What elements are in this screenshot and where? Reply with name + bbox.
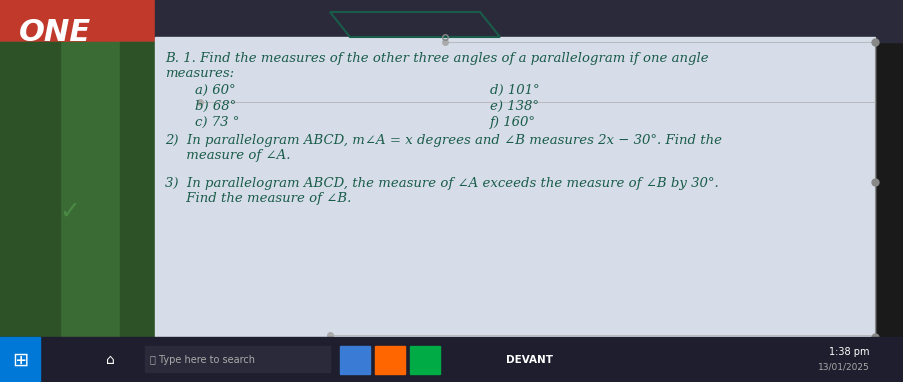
Text: 1:38 pm: 1:38 pm [829,347,869,357]
Bar [144,346,330,372]
Text: 13/01/2025: 13/01/2025 [817,363,869,372]
Bar [0,92,154,382]
Text: ⌂: ⌂ [106,353,115,367]
Text: measure of ∠A.: measure of ∠A. [165,149,290,162]
Text: 2)  In parallelogram ABCD, m∠A = x degrees and ∠B measures 2x − 30°. Find the: 2) In parallelogram ABCD, m∠A = x degree… [165,134,721,147]
Text: 3)  In parallelogram ABCD, the measure of ∠A exceeds the measure of ∠B by 30°.: 3) In parallelogram ABCD, the measure of… [165,177,718,190]
Bar [120,42,154,337]
Bar [0,42,154,337]
Bar [0,42,60,337]
Bar [375,346,405,374]
Bar [340,346,369,374]
Text: ONE: ONE [19,18,91,47]
Bar [0,0,154,102]
Bar [410,346,440,374]
Text: d) 101°: d) 101° [489,84,539,97]
Bar [154,37,874,337]
Text: ⊞: ⊞ [12,351,28,369]
Bar [0,337,40,382]
Text: measures:: measures: [165,67,234,80]
Text: 🔍 Type here to search: 🔍 Type here to search [150,355,255,365]
Text: c) 73 °: c) 73 ° [195,116,239,129]
Text: f) 160°: f) 160° [489,116,535,129]
Text: DEVANT: DEVANT [506,355,553,365]
Text: Find the measure of ∠B.: Find the measure of ∠B. [165,192,351,205]
Text: b) 68°: b) 68° [195,100,236,113]
Text: ✓: ✓ [60,200,80,224]
Text: e) 138°: e) 138° [489,100,538,113]
Bar [154,0,903,42]
Text: a) 60°: a) 60° [195,84,236,97]
Text: B. 1. Find the measures of the other three angles of a parallelogram if one angl: B. 1. Find the measures of the other thr… [165,52,708,65]
Bar [0,337,903,382]
